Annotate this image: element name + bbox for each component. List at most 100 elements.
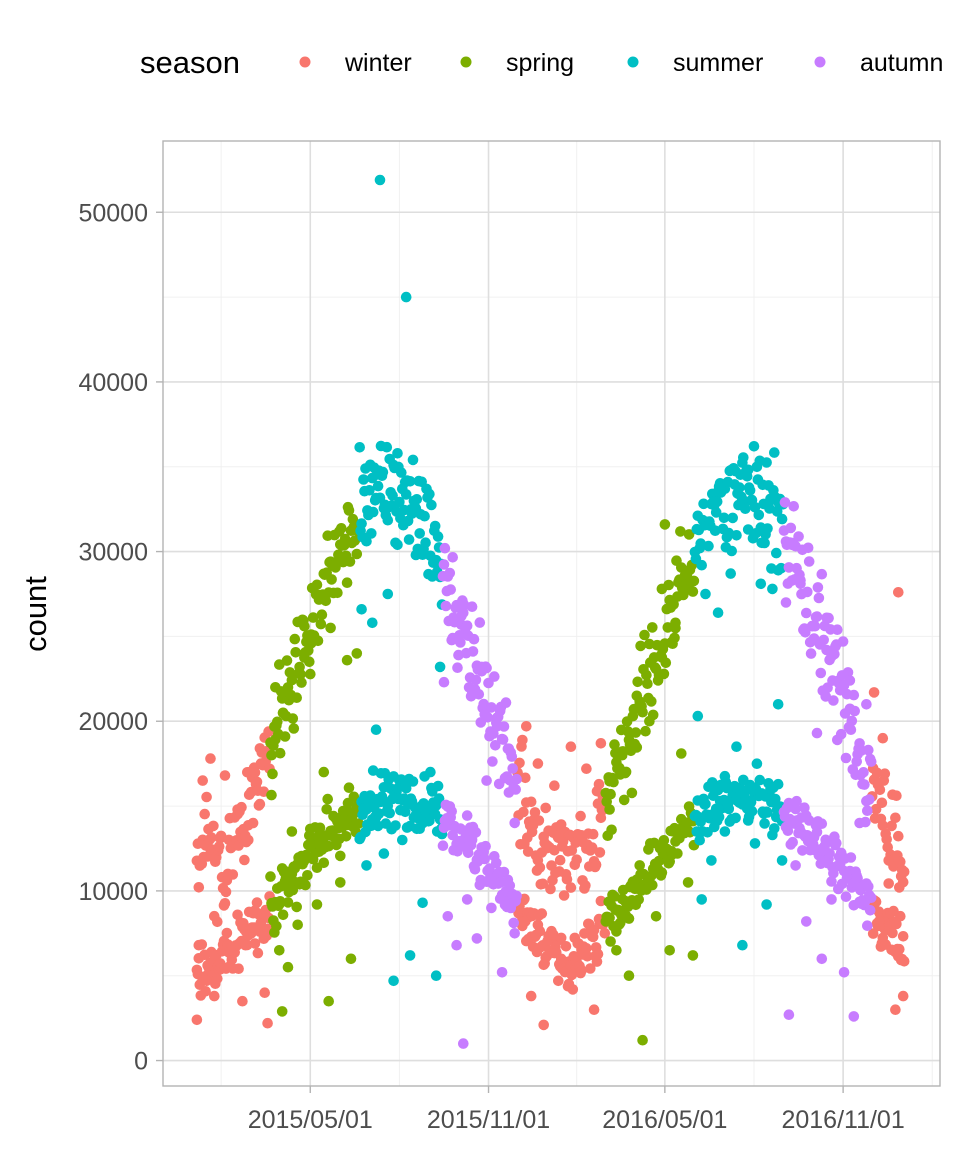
data-point-summer <box>771 547 782 559</box>
data-point-autumn <box>813 592 825 604</box>
data-point-winter <box>868 687 880 698</box>
data-point-winter <box>874 784 886 796</box>
data-point-summer <box>749 838 761 849</box>
data-point-spring <box>633 894 644 905</box>
data-point-spring <box>351 548 363 560</box>
data-point-winter <box>221 927 233 939</box>
data-point-summer <box>725 568 736 579</box>
data-point-autumn <box>479 853 491 865</box>
data-point-winter <box>575 810 586 822</box>
data-point-summer <box>384 807 396 819</box>
data-point-autumn <box>848 1011 860 1022</box>
data-point-spring <box>265 871 276 882</box>
data-point-autumn <box>816 818 828 829</box>
data-point-winter <box>262 1017 273 1029</box>
data-point-winter <box>191 1014 203 1026</box>
data-point-summer <box>711 496 723 507</box>
data-point-autumn <box>497 734 509 745</box>
data-point-autumn <box>845 852 857 863</box>
data-point-winter <box>525 796 537 808</box>
data-point-summer <box>417 897 428 909</box>
data-point-winter <box>517 734 528 746</box>
data-point-autumn <box>842 667 854 678</box>
data-point-summer <box>356 604 367 615</box>
data-point-autumn <box>476 661 488 673</box>
y-tick-label: 0 <box>134 1048 148 1076</box>
data-point-winter <box>545 883 556 895</box>
data-point-summer <box>700 798 711 810</box>
data-point-spring <box>321 804 333 815</box>
data-point-autumn <box>439 542 451 554</box>
data-point-winter <box>205 753 216 764</box>
data-point-spring <box>318 857 330 869</box>
y-tick-label: 40000 <box>78 369 148 397</box>
data-point-autumn <box>787 836 798 848</box>
data-point-spring <box>660 657 672 669</box>
data-point-winter <box>580 880 591 891</box>
data-point-spring <box>343 782 355 793</box>
data-point-spring <box>616 749 628 761</box>
data-point-summer <box>769 823 780 834</box>
data-point-winter <box>215 830 227 842</box>
data-point-winter <box>540 802 551 814</box>
data-point-winter <box>249 767 261 778</box>
data-point-autumn <box>826 876 837 887</box>
data-point-summer <box>762 523 773 534</box>
data-point-summer <box>706 855 717 866</box>
data-point-winter <box>565 882 577 893</box>
data-point-winter <box>554 854 566 866</box>
data-point-autumn <box>455 637 466 648</box>
data-point-autumn <box>818 634 829 646</box>
data-point-summer <box>364 485 375 496</box>
data-point-autumn <box>461 894 473 905</box>
data-point-autumn <box>811 727 823 739</box>
data-point-summer <box>400 489 412 500</box>
data-point-autumn <box>471 933 483 944</box>
data-point-autumn <box>482 712 493 723</box>
plot-area <box>162 140 941 1087</box>
data-point-autumn <box>840 891 852 902</box>
data-point-winter <box>585 963 596 974</box>
data-point-summer <box>770 793 781 805</box>
data-point-autumn <box>821 644 832 656</box>
data-point-autumn <box>509 817 520 829</box>
data-point-autumn <box>806 620 818 632</box>
data-point-summer <box>740 503 751 514</box>
data-point-winter <box>565 741 577 752</box>
data-point-summer <box>419 510 430 522</box>
legend-item-autumn: autumn <box>814 49 943 77</box>
legend-item-winter: winter <box>299 49 412 77</box>
data-point-spring <box>318 766 330 778</box>
data-point-winter <box>555 953 567 965</box>
data-point-autumn <box>466 685 478 696</box>
data-point-summer <box>367 617 378 629</box>
data-point-winter <box>538 1019 549 1031</box>
data-point-winter <box>249 938 261 949</box>
data-point-autumn <box>832 624 843 635</box>
legend-label-spring: spring <box>506 49 574 77</box>
data-point-summer <box>731 741 742 752</box>
data-point-spring <box>282 961 294 973</box>
data-point-spring <box>608 776 619 788</box>
data-point-spring <box>604 804 615 815</box>
data-point-autumn <box>816 953 828 965</box>
data-point-winter <box>898 866 910 878</box>
data-point-winter <box>533 815 545 826</box>
data-point-autumn <box>846 715 858 727</box>
data-point-autumn <box>800 627 811 638</box>
data-point-winter <box>582 951 593 962</box>
data-point-summer <box>762 807 773 818</box>
data-point-spring <box>658 835 670 846</box>
legend-key-autumn <box>814 56 826 68</box>
data-point-winter <box>897 876 909 888</box>
data-point-summer <box>744 485 756 496</box>
data-point-autumn <box>780 597 792 608</box>
data-point-autumn <box>863 881 874 892</box>
data-point-summer <box>727 512 738 524</box>
data-point-autumn <box>466 601 478 612</box>
data-point-spring <box>623 913 635 924</box>
data-point-autumn <box>491 721 503 732</box>
data-point-spring <box>320 595 332 607</box>
x-tick-label: 2015/05/01 <box>248 1106 373 1134</box>
